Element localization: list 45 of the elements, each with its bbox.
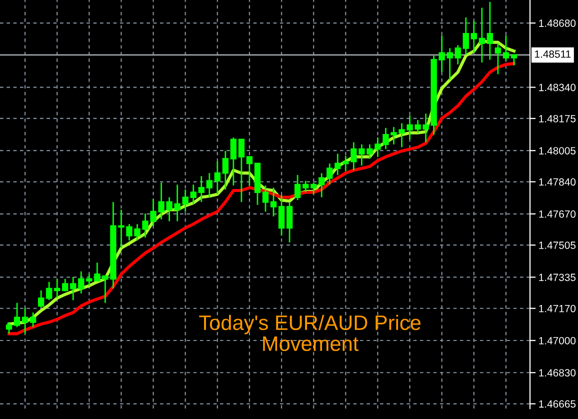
y-tick-label: 1.47170 (539, 304, 576, 312)
y-tick-label: 1.47840 (539, 178, 576, 186)
candlestick (262, 184, 269, 212)
candlestick (334, 153, 341, 176)
y-tick-label: 1.47505 (539, 242, 576, 249)
candlestick (62, 278, 68, 292)
candlestick (254, 162, 261, 206)
candlestick (206, 172, 212, 198)
candlestick (326, 162, 333, 186)
candlestick (54, 278, 60, 299)
y-tick-label: 1.48175 (539, 114, 576, 122)
ref-line-label: 1.48511 (535, 50, 571, 58)
y-tick-label: 1.48680 (539, 20, 576, 27)
candlestick (286, 201, 293, 244)
candlestick (494, 42, 502, 75)
candlestick (190, 184, 196, 205)
candlestick (486, 1, 494, 60)
candlestick (222, 150, 229, 190)
candlestick (462, 16, 469, 56)
y-tick-label: 1.47670 (539, 210, 576, 218)
y-tick-label: 1.48340 (539, 84, 576, 92)
candlestick (198, 175, 204, 203)
y-tick-label: 1.46665 (539, 400, 576, 408)
candlestick (510, 54, 518, 66)
candlestick (70, 276, 76, 301)
candlestick (6, 321, 12, 334)
candlestick (318, 172, 325, 198)
y-tick-label: 1.47000 (539, 337, 576, 344)
candlestick (310, 182, 317, 195)
candlestick (294, 174, 301, 201)
candlestick (46, 281, 52, 301)
candlestick (182, 188, 188, 212)
y-tick-label: 1.48005 (539, 147, 576, 154)
candlestick (454, 44, 461, 66)
candlestick (230, 136, 237, 186)
annotation: Today's EUR/AUD Price Movement (199, 314, 421, 352)
y-tick-label: 1.46830 (539, 369, 576, 376)
candlestick (214, 160, 221, 195)
candlestick (278, 194, 285, 236)
candlestick (30, 312, 36, 328)
candlestick (302, 180, 309, 194)
candlestick (470, 20, 477, 54)
candlestick (478, 7, 486, 64)
candlestick (38, 290, 44, 309)
y-tick-label: 1.47335 (539, 274, 576, 282)
